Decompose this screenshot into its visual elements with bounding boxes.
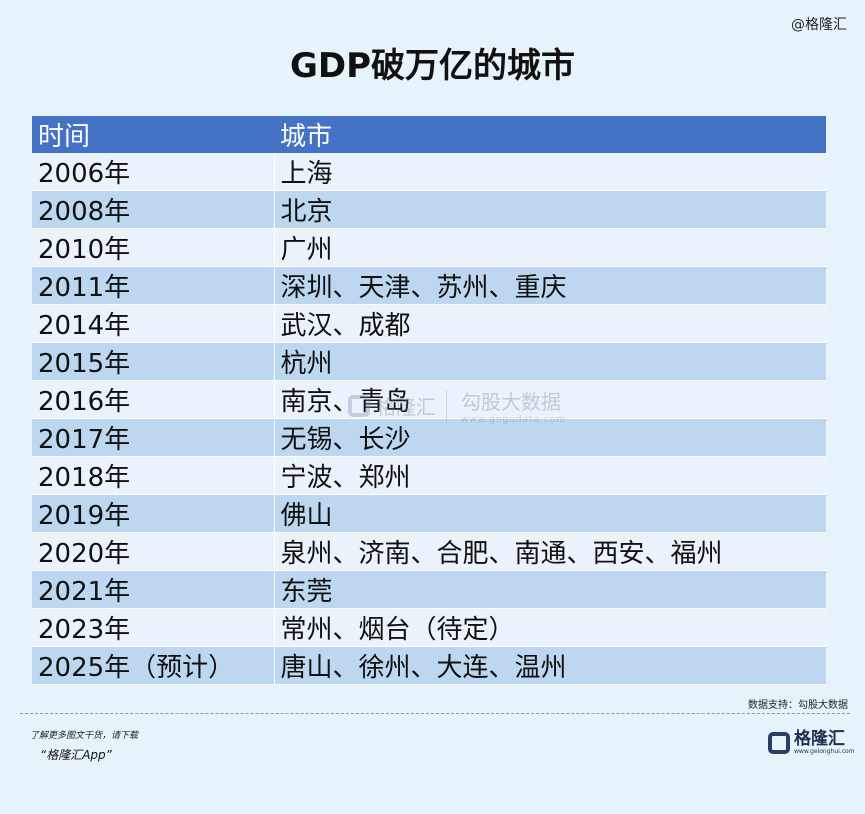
table-row: 2016年 南京、青岛 bbox=[32, 380, 826, 419]
row-cities: 武汉、成都 bbox=[274, 304, 826, 343]
row-cities: 佛山 bbox=[274, 494, 826, 533]
row-year: 2017年 bbox=[32, 418, 275, 457]
gelonghui-logo-mark-icon bbox=[768, 731, 790, 754]
watermark-name: 格隆汇 bbox=[376, 395, 436, 419]
table-row: 2021年 东莞 bbox=[32, 570, 826, 609]
table-row: 2018年 宁波、郑州 bbox=[32, 456, 826, 495]
footer-logo: 格隆汇 www.gelonghui.com bbox=[768, 730, 855, 755]
footer-app-name: “格隆汇App” bbox=[40, 748, 112, 762]
table-row: 2011年 深圳、天津、苏州、重庆 bbox=[32, 266, 826, 305]
gdp-table: 时间 城市 2006年 上海 2008年 北京 2010年 广州 2011年 深… bbox=[32, 116, 826, 685]
row-cities: 泉州、济南、合肥、南通、西安、福州 bbox=[274, 532, 826, 571]
row-year: 2014年 bbox=[32, 304, 275, 343]
footer-note: 了解更多图文干货，请下载 bbox=[30, 731, 139, 741]
data-source: 数据支持：勾股大数据 bbox=[748, 700, 848, 711]
row-year: 2008年 bbox=[32, 190, 275, 229]
row-year: 2015年 bbox=[32, 342, 275, 381]
table-row: 2006年 上海 bbox=[32, 153, 826, 191]
row-cities: 宁波、郑州 bbox=[274, 456, 826, 495]
header-year: 时间 bbox=[32, 116, 274, 153]
row-cities: 广州 bbox=[274, 228, 826, 267]
row-cities: 北京 bbox=[274, 190, 826, 229]
row-year: 2016年 bbox=[32, 380, 275, 419]
watermark-url: www.gogudata.com bbox=[461, 415, 567, 425]
header-cities: 城市 bbox=[274, 116, 826, 153]
table-header-row: 时间 城市 bbox=[32, 116, 826, 153]
page-title: GDP破万亿的城市 bbox=[289, 46, 576, 86]
row-year: 2018年 bbox=[32, 456, 275, 495]
row-year: 2021年 bbox=[32, 570, 275, 609]
row-year: 2010年 bbox=[32, 228, 275, 267]
table-row: 2015年 杭州 bbox=[32, 342, 826, 381]
top-watermark: @格隆汇 bbox=[791, 17, 847, 33]
table-row: 2017年 无锡、长沙 bbox=[32, 418, 826, 457]
table-row: 2020年 泉州、济南、合肥、南通、西安、福州 bbox=[32, 532, 826, 571]
row-cities: 无锡、长沙 bbox=[274, 418, 826, 457]
watermark-divider bbox=[446, 389, 447, 422]
table-row: 2008年 北京 bbox=[32, 190, 826, 229]
footer-divider bbox=[20, 713, 850, 714]
table-row: 2014年 武汉、成都 bbox=[32, 304, 826, 343]
row-cities: 深圳、天津、苏州、重庆 bbox=[274, 266, 826, 305]
row-cities: 杭州 bbox=[274, 342, 826, 381]
row-cities: 东莞 bbox=[274, 570, 826, 609]
row-year: 2020年 bbox=[32, 532, 275, 571]
row-year: 2023年 bbox=[32, 608, 275, 647]
gelonghui-logo-icon bbox=[348, 394, 370, 417]
table-row: 2010年 广州 bbox=[32, 228, 826, 267]
footer-logo-url: www.gelonghui.com bbox=[794, 748, 855, 755]
row-cities: 唐山、徐州、大连、温州 bbox=[274, 646, 826, 685]
footer-logo-text: 格隆汇 bbox=[794, 729, 845, 749]
watermark-brand: 勾股大数据 bbox=[461, 390, 561, 414]
row-year: 2006年 bbox=[32, 153, 275, 191]
row-cities: 上海 bbox=[274, 153, 826, 191]
row-year: 2025年（预计） bbox=[32, 646, 275, 685]
row-year: 2011年 bbox=[32, 266, 275, 305]
row-year: 2019年 bbox=[32, 494, 275, 533]
table-row: 2023年 常州、烟台（待定） bbox=[32, 608, 826, 647]
center-watermark: 格隆汇 勾股大数据 www.gogudata.com bbox=[348, 386, 566, 425]
table-row: 2019年 佛山 bbox=[32, 494, 826, 533]
table-row: 2025年（预计） 唐山、徐州、大连、温州 bbox=[32, 646, 826, 685]
row-cities: 南京、青岛 bbox=[274, 380, 826, 419]
row-cities: 常州、烟台（待定） bbox=[274, 608, 826, 647]
